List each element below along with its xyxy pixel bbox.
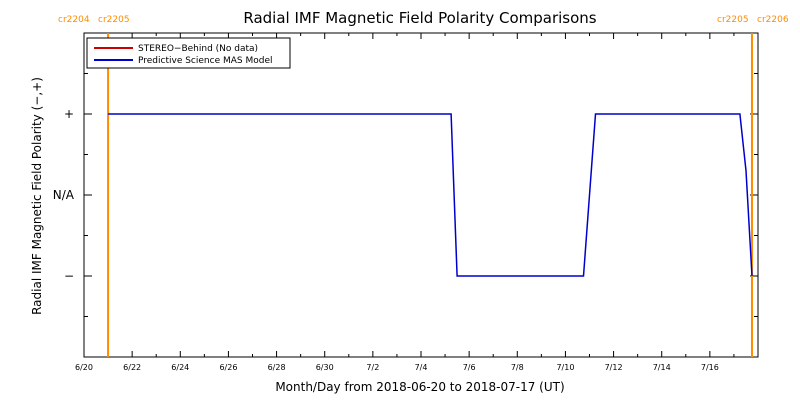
x-tick-label: 6/30: [316, 363, 334, 372]
x-tick-label: 7/2: [366, 363, 379, 372]
legend-label-model: Predictive Science MAS Model: [138, 56, 273, 66]
x-tick-label: 7/10: [556, 363, 574, 372]
y-tick-label: N/A: [53, 188, 75, 202]
legend-box: [86, 37, 291, 69]
x-tick-label: 7/12: [605, 363, 623, 372]
cr-label-right-2: cr2206: [757, 15, 789, 25]
x-tick-label: 7/6: [463, 363, 476, 372]
y-tick-label: +: [64, 107, 74, 121]
legend-label-stereo: STEREO−Behind (No data): [138, 44, 258, 54]
cr-label-right-1: cr2205: [717, 15, 749, 25]
x-tick-label: 7/14: [653, 363, 671, 372]
y-axis-label: Radial IMF Magnetic Field Polarity (−,+): [30, 77, 44, 315]
x-tick-label: 7/4: [415, 363, 428, 372]
x-tick-label: 6/28: [268, 363, 286, 372]
x-tick-label: 7/8: [511, 363, 524, 372]
cr-label-left-2: cr2205: [98, 15, 130, 25]
cr-label-left-1: cr2204: [58, 15, 90, 25]
x-tick-label: 6/26: [219, 363, 237, 372]
x-tick-label: 7/16: [701, 363, 719, 372]
series-group: [108, 113, 753, 277]
x-ticks: 6/20 6/22 6/24 6/26 6/28 6/30 7/2 7/4 7/6 7/8 7/10…: [75, 33, 759, 372]
x-tick-label: 6/24: [171, 363, 189, 372]
x-axis-label: Month/Day from 2018-06-20 to 2018-07-17 …: [275, 380, 564, 394]
carrington-boundaries: [107, 33, 753, 357]
chart-title: Radial IMF Magnetic Field Polarity Compa…: [243, 9, 596, 27]
y-ticks: + N/A −: [53, 73, 758, 317]
series-line-mas-model: [108, 113, 753, 277]
x-tick-label: 6/22: [123, 363, 141, 372]
plot-frame: [83, 32, 759, 358]
legend: STEREO−Behind (No data) Predictive Scien…: [86, 37, 291, 69]
x-tick-label: 6/20: [75, 363, 93, 372]
y-tick-label: −: [64, 269, 74, 283]
